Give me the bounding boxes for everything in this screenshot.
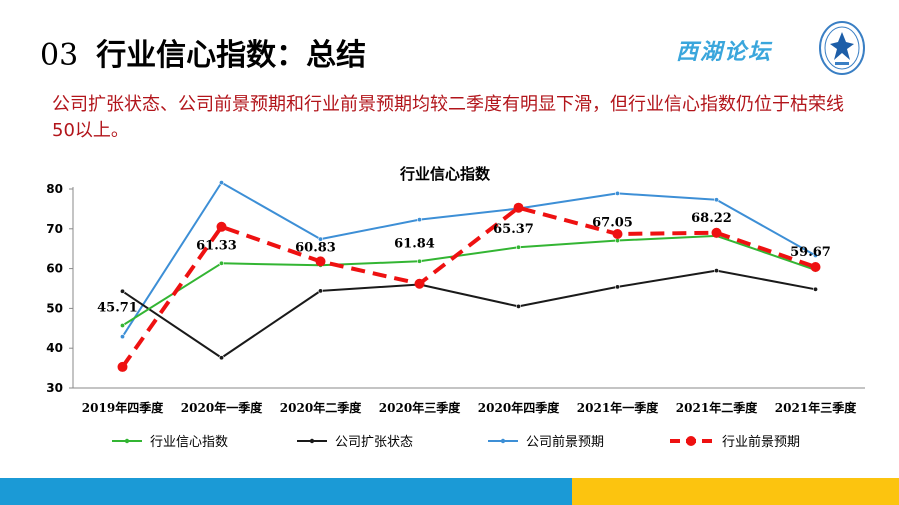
data-label: 61.33 — [196, 238, 237, 253]
y-tick-label: 40 — [46, 341, 63, 355]
series-point — [812, 286, 818, 292]
chart-title: 行业信心指数 — [399, 165, 491, 183]
legend-swatch-marker — [124, 438, 130, 444]
series-point — [219, 355, 225, 361]
series-point — [219, 260, 225, 266]
series-point — [416, 258, 422, 264]
footer-band-yellow — [572, 478, 899, 505]
x-tick-label: 2020年一季度 — [181, 400, 263, 415]
title-text: 行业信心指数：总结 — [96, 38, 367, 73]
series-point — [515, 244, 521, 250]
y-tick-label: 80 — [46, 182, 63, 196]
legend-label: 行业信心指数 — [150, 435, 228, 450]
x-tick-label: 2020年三季度 — [379, 400, 461, 415]
data-label: 45.71 — [97, 300, 138, 315]
legend-swatch-marker — [309, 438, 315, 444]
series-point — [414, 278, 425, 289]
slide-title: 03 行业信心指数：总结 — [40, 30, 366, 74]
series-point — [614, 284, 620, 290]
data-label: 61.84 — [394, 236, 435, 251]
section-number: 03 — [40, 38, 79, 73]
series-point — [315, 256, 326, 267]
series-point — [614, 238, 620, 244]
series-point — [120, 288, 126, 294]
series-point — [317, 288, 323, 294]
series-line — [121, 181, 816, 338]
legend-swatch-marker — [500, 438, 506, 444]
series-point — [614, 190, 620, 196]
series-point — [416, 217, 422, 223]
x-tick-label: 2020年二季度 — [280, 400, 362, 415]
data-label: 67.05 — [592, 216, 633, 231]
series-point — [713, 197, 719, 203]
series-line — [121, 234, 816, 327]
x-tick-label: 2021年二季度 — [676, 400, 758, 415]
series-point — [317, 236, 323, 242]
series-point — [713, 268, 719, 274]
series-point — [219, 180, 225, 186]
footer-band-blue — [0, 478, 572, 505]
y-tick-label: 30 — [46, 381, 63, 395]
series-line — [121, 269, 816, 359]
series-line — [120, 205, 817, 369]
y-tick-label: 60 — [46, 262, 63, 276]
series-point — [711, 227, 722, 238]
series-point — [612, 228, 623, 239]
legend-label: 公司扩张状态 — [335, 435, 413, 450]
confidence-index-chart: 行业信心指数 30 40 50 60 70 80 2019年四季度 2020年一季度 2020年二… — [46, 165, 865, 450]
x-tick-label: 2021年三季度 — [775, 400, 857, 415]
y-tick-label: 70 — [46, 222, 63, 236]
y-tick-label: 50 — [46, 301, 63, 315]
x-tick-label: 2020年四季度 — [478, 400, 560, 415]
legend-swatch-marker — [686, 436, 696, 446]
series-point — [120, 334, 126, 340]
series-point — [216, 221, 227, 232]
series-point — [117, 361, 128, 372]
series-point — [513, 202, 524, 213]
forum-seal-icon — [819, 21, 865, 75]
x-tick-label: 2019年四季度 — [82, 400, 164, 415]
data-label: 60.83 — [295, 240, 336, 255]
data-label: 65.37 — [493, 222, 534, 237]
series-point — [120, 322, 126, 328]
series-point — [515, 303, 521, 309]
data-label: 59.67 — [790, 245, 831, 260]
x-tick-label: 2021年一季度 — [577, 400, 659, 415]
legend-label: 行业前景预期 — [722, 434, 800, 450]
series-point — [810, 262, 821, 273]
summary-text: 公司扩张状态、公司前景预期和行业前景预期均较二季度有明显下滑，但行业信心指数仍位… — [52, 94, 844, 141]
data-label: 68.22 — [691, 211, 732, 226]
legend-label: 公司前景预期 — [526, 434, 604, 450]
forum-logo-text: 西湖论坛 — [676, 39, 773, 65]
series-point — [812, 252, 818, 258]
